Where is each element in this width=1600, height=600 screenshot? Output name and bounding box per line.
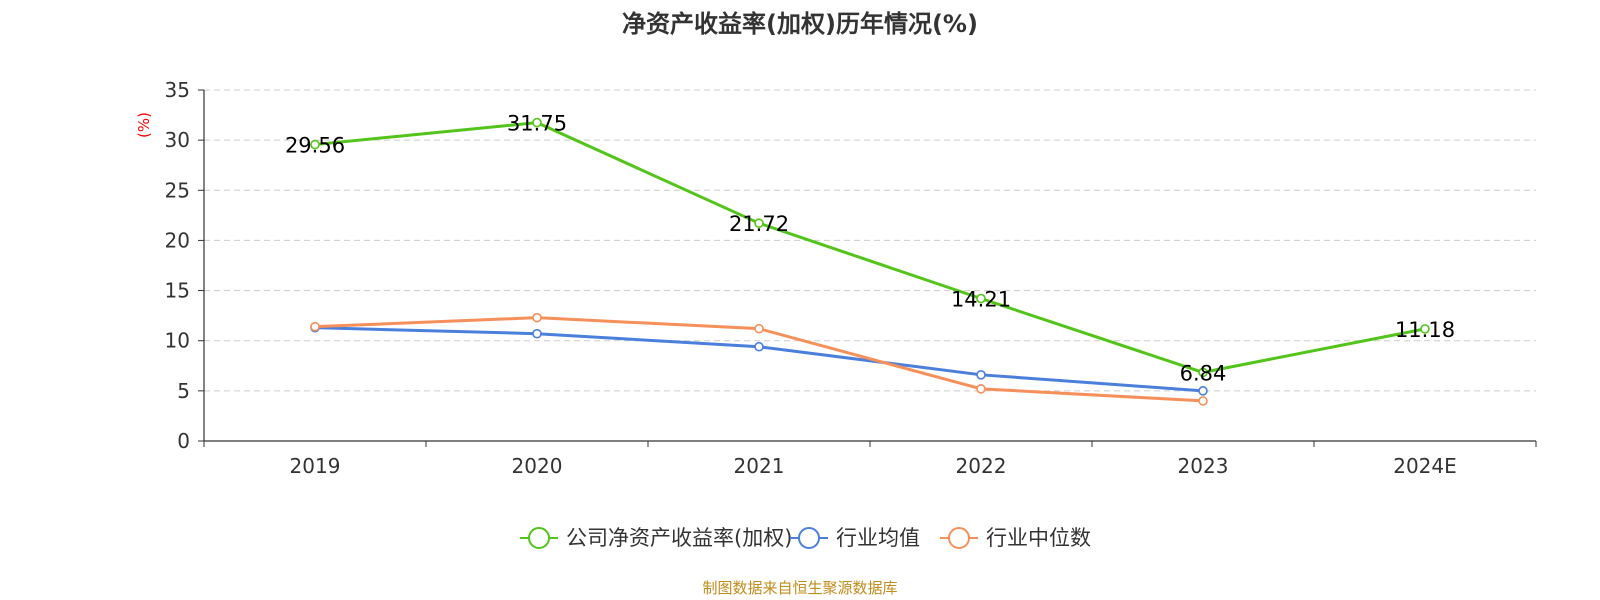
series-line-0: [314, 121, 1426, 374]
source-note: 制图数据来自恒生聚源数据库: [702, 579, 897, 597]
data-point: [532, 328, 542, 339]
y-tick-label: 20: [165, 228, 190, 252]
data-label: 11.18: [1395, 318, 1455, 342]
x-tick-label: 2024E: [1393, 454, 1457, 478]
legend-marker: [528, 527, 550, 549]
y-tick-label: 25: [165, 178, 190, 202]
legend-label: 公司净资产收益率(加权): [566, 526, 792, 550]
legend[interactable]: 公司净资产收益率(加权) 行业均值 行业中位数: [520, 526, 1091, 550]
x-tick-label: 2021: [734, 454, 785, 478]
data-label: 21.72: [729, 212, 789, 236]
data-point: [310, 139, 320, 150]
data-label: 31.75: [507, 112, 567, 136]
data-label: 29.56: [285, 134, 345, 158]
data-point: [1198, 386, 1208, 396]
grid-lines: [204, 89, 1536, 392]
x-tick-label: 2020: [512, 454, 563, 478]
legend-marker: [948, 527, 970, 549]
y-tick-label: 15: [165, 279, 190, 303]
y-tick-label: 5: [177, 379, 190, 403]
data-label: 14.21: [951, 287, 1011, 311]
data-labels: 29.56 31.75 21.72 14.21 6.84 11.18: [285, 112, 1455, 386]
y-tick-label: 35: [165, 78, 190, 102]
series-lines: [310, 117, 1430, 406]
y-tick-label: 10: [165, 329, 190, 353]
x-tick-label: 2019: [290, 454, 341, 478]
legend-item-0[interactable]: 公司净资产收益率(加权): [520, 526, 792, 550]
y-axis-label: (%): [135, 112, 153, 138]
data-point: [976, 293, 986, 304]
data-point: [532, 117, 542, 128]
legend-item-1[interactable]: 行业均值: [790, 526, 920, 550]
data-point: [754, 341, 764, 352]
data-point: [976, 384, 986, 394]
legend-marker: [798, 527, 820, 549]
x-tick-label: 2022: [956, 454, 1007, 478]
data-point: [754, 323, 764, 334]
data-point: [754, 218, 764, 228]
axes: 0 5 10 15 20 25 30 35 2019 2020 2021 2022 2023 2024E: [165, 78, 1537, 478]
data-point: [1198, 396, 1208, 406]
data-point: [1198, 367, 1208, 378]
x-tick-label: 2023: [1178, 454, 1229, 478]
y-tick-label: 0: [177, 429, 190, 453]
data-point: [976, 370, 986, 380]
data-label: 6.84: [1180, 361, 1227, 385]
data-point: [1420, 324, 1430, 334]
chart-title: 净资产收益率(加权)历年情况(%): [622, 10, 978, 38]
legend-label: 行业均值: [836, 526, 920, 550]
y-tick-label: 30: [165, 128, 190, 152]
data-point: [532, 312, 542, 323]
series-line-1: [314, 326, 1204, 393]
data-point: [310, 321, 320, 332]
legend-item-2[interactable]: 行业中位数: [940, 526, 1091, 550]
legend-label: 行业中位数: [986, 526, 1091, 550]
